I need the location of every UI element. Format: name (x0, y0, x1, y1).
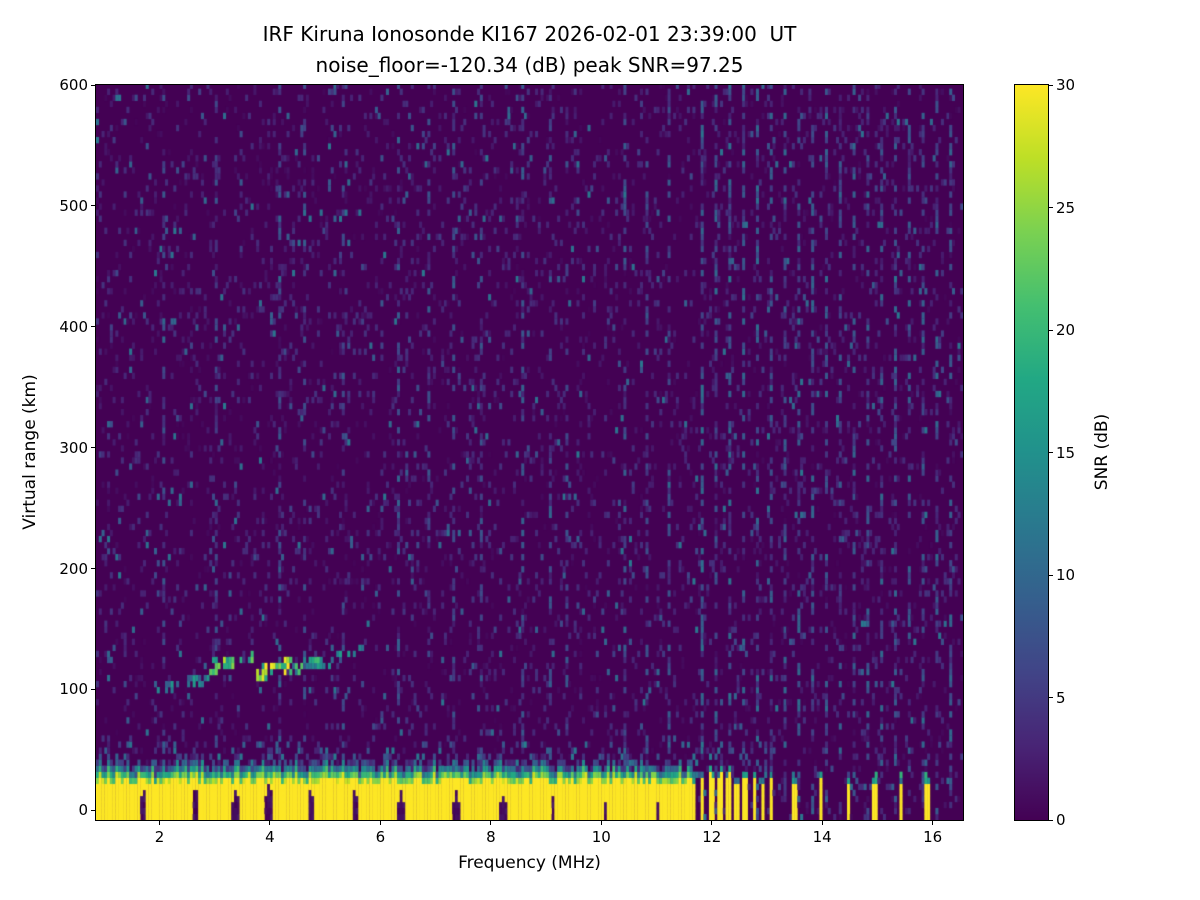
y-tick-mark (91, 809, 95, 811)
y-tick-label: 0 (78, 801, 88, 820)
x-tick-label: 16 (923, 828, 943, 846)
y-tick-mark (91, 205, 95, 207)
y-tick-label: 500 (59, 196, 88, 215)
x-tick-mark (490, 821, 492, 825)
colorbar-tick-mark (1049, 84, 1053, 86)
colorbar-tick-label: 10 (1056, 566, 1076, 584)
y-tick-label: 100 (59, 680, 88, 699)
x-tick-label: 2 (154, 828, 165, 846)
y-tick-label: 400 (59, 317, 88, 336)
x-tick-mark (269, 821, 271, 825)
colorbar-tick-label: 0 (1056, 811, 1066, 829)
x-tick-mark (379, 821, 381, 825)
x-tick-label: 8 (486, 828, 496, 846)
colorbar-tick-label: 20 (1056, 321, 1076, 339)
colorbar (1014, 84, 1049, 821)
x-tick-mark (821, 821, 823, 825)
colorbar-tick-mark (1049, 697, 1053, 698)
y-tick-label: 200 (59, 559, 88, 578)
y-tick-label: 300 (59, 438, 88, 457)
ionogram-heatmap (96, 85, 963, 820)
x-tick-label: 14 (812, 828, 832, 846)
y-tick-label: 600 (59, 76, 88, 94)
x-tick-label: 12 (702, 828, 722, 846)
colorbar-tick-mark (1049, 574, 1053, 576)
colorbar-tick-mark (1049, 819, 1053, 821)
x-tick-mark (600, 821, 602, 825)
x-tick-mark (159, 821, 160, 825)
colorbar-tick-label: 15 (1056, 443, 1076, 462)
x-tick-label: 10 (591, 828, 611, 846)
chart-subtitle: noise_floor=-120.34 (dB) peak SNR=97.25 (315, 53, 744, 77)
y-tick-mark (91, 568, 95, 570)
colorbar-tick-label: 5 (1056, 688, 1066, 707)
y-tick-mark (91, 326, 95, 328)
y-tick-mark (91, 84, 95, 86)
x-tick-mark (932, 821, 934, 825)
colorbar-tick-label: 30 (1056, 76, 1076, 94)
x-tick-label: 6 (375, 828, 386, 846)
colorbar-tick-mark (1049, 452, 1053, 453)
x-tick-label: 4 (265, 828, 275, 846)
x-tick-mark (711, 821, 713, 825)
colorbar-tick-mark (1049, 207, 1053, 208)
y-tick-mark (91, 688, 95, 690)
colorbar-tick-label: 25 (1056, 198, 1076, 217)
colorbar-tick-mark (1049, 329, 1053, 331)
chart-title: IRF Kiruna Ionosonde KI167 2026-02-01 23… (262, 22, 797, 46)
x-axis-label: Frequency (MHz) (458, 853, 601, 873)
y-tick-mark (91, 447, 95, 449)
